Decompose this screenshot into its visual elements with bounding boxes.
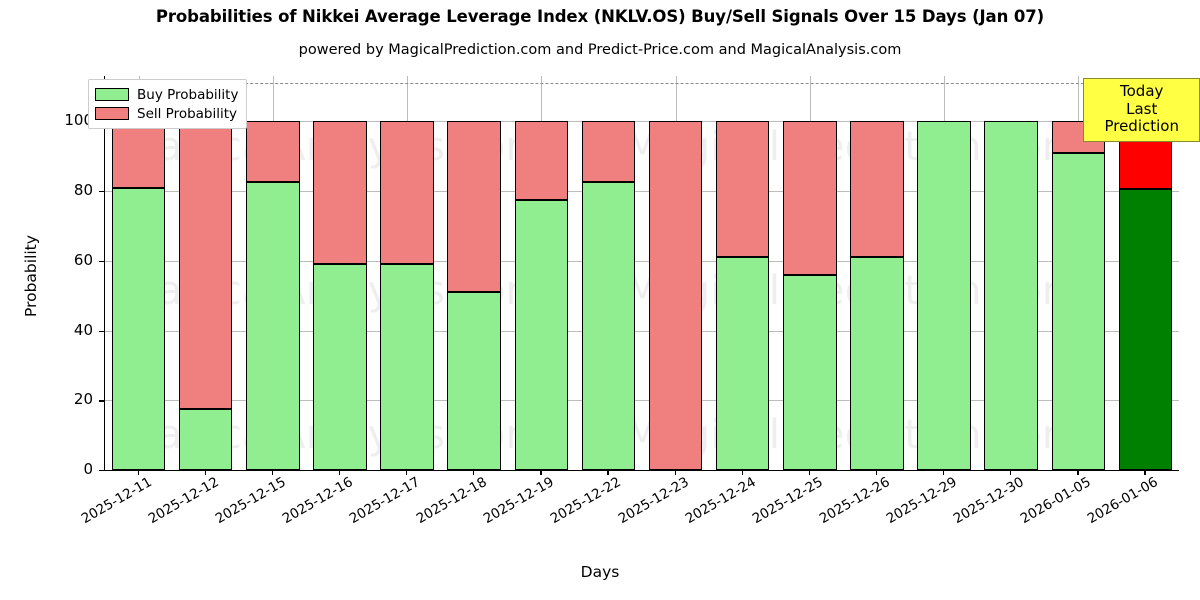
- bar-group: [648, 76, 703, 470]
- bar-segment-buy: [514, 199, 569, 470]
- bar-segment-sell: [447, 121, 501, 293]
- bar-segment-buy: [111, 187, 166, 470]
- gridline-horizontal: [105, 260, 1179, 262]
- legend-label-sell: Sell Probability: [137, 105, 238, 122]
- today-annotation: Today Last Prediction: [1083, 78, 1200, 143]
- x-axis-label: Days: [580, 563, 620, 581]
- legend-item-sell: Sell Probability: [95, 104, 238, 123]
- bar-segment-buy: [1051, 152, 1106, 470]
- threshold-dashed-line: [105, 83, 1179, 84]
- x-axis-tick-mark: [540, 470, 542, 475]
- y-axis-tick-label: 0: [83, 460, 93, 478]
- y-axis-tick-mark: [99, 191, 104, 193]
- bar-group: [178, 76, 233, 470]
- chart-title: Probabilities of Nikkei Average Leverage…: [155, 7, 1045, 26]
- bar-segment-buy: [380, 264, 434, 470]
- x-axis-tick-mark: [338, 470, 341, 475]
- plot-area: MagicalAnalysis.comMagicalPrediction.com…: [104, 76, 1179, 471]
- bar-group: [380, 76, 434, 470]
- x-axis-tick-mark: [137, 470, 139, 475]
- today-label-line1: Today: [1120, 82, 1164, 100]
- gridline-horizontal: [105, 191, 1179, 193]
- bar-segment-buy: [246, 182, 300, 470]
- x-axis-tick-mark: [808, 470, 811, 475]
- bar-segment-buy: [1118, 189, 1173, 470]
- gridline-horizontal: [105, 400, 1179, 402]
- y-axis-tick-label: 80: [73, 181, 93, 200]
- legend-swatch-sell: [95, 107, 129, 120]
- x-axis-tick-mark: [473, 470, 475, 475]
- y-axis-label: Probability: [22, 235, 40, 317]
- bar-segment-sell: [514, 121, 569, 200]
- x-axis-tick-mark: [741, 470, 743, 475]
- y-axis-tick-mark: [99, 400, 104, 402]
- bar-group: [313, 76, 367, 470]
- bar-group: [111, 76, 166, 470]
- x-axis-tick-mark: [204, 470, 206, 475]
- bar-segment-sell: [246, 121, 300, 183]
- y-axis-tick-label: 40: [73, 320, 93, 339]
- bar-segment-sell: [380, 121, 434, 265]
- x-axis-tick-mark: [406, 470, 408, 475]
- x-axis-tick-mark: [271, 470, 274, 475]
- bar-segment-buy: [783, 274, 837, 470]
- bar-segment-buy: [447, 292, 501, 470]
- bar-segment-sell: [648, 121, 703, 470]
- bar-segment-sell: [178, 121, 233, 409]
- bar-segment-buy: [850, 257, 904, 470]
- y-axis-tick-label: 20: [73, 390, 93, 409]
- x-axis-tick-mark: [607, 470, 609, 475]
- chart-legend: Buy Probability Sell Probability: [88, 79, 248, 129]
- gridline-horizontal: [105, 121, 1179, 123]
- bar-group: [984, 76, 1038, 470]
- plot-inner: MagicalAnalysis.comMagicalPrediction.com…: [105, 76, 1179, 470]
- bar-segment-sell: [850, 121, 904, 258]
- y-axis-tick-label: 60: [73, 250, 93, 269]
- legend-label-buy: Buy Probability: [137, 86, 239, 103]
- x-axis-tick-mark: [1010, 470, 1012, 475]
- legend-swatch-buy: [95, 88, 129, 101]
- y-axis-tick-mark: [99, 260, 104, 263]
- bar-group: [1051, 76, 1106, 470]
- bar-segment-buy: [313, 264, 367, 470]
- y-axis-tick-mark: [99, 470, 104, 472]
- x-axis-tick-mark: [1144, 470, 1146, 475]
- y-axis-tick-label: 100: [64, 111, 93, 130]
- x-axis-tick-mark: [875, 470, 878, 475]
- x-axis-tick-mark: [1077, 470, 1079, 475]
- bar-group: [246, 76, 300, 470]
- bar-segment-buy: [984, 121, 1038, 470]
- x-axis-tick-mark: [674, 470, 676, 475]
- bar-segment-sell: [783, 121, 837, 275]
- bar-segment-buy: [178, 409, 233, 470]
- chart-subtitle: powered by MagicalPrediction.com and Pre…: [298, 42, 902, 58]
- legend-item-buy: Buy Probability: [95, 85, 238, 104]
- bar-group: [514, 76, 569, 470]
- bar-group: [850, 76, 904, 470]
- bar-segment-buy: [715, 257, 770, 470]
- bar-segment-buy: [917, 121, 971, 470]
- bar-group: [715, 76, 770, 470]
- bar-group: [917, 76, 971, 470]
- bar-segment-sell: [313, 121, 367, 265]
- bar-group: [581, 76, 636, 470]
- bar-group: [447, 76, 501, 470]
- y-axis-tick-mark: [99, 330, 104, 332]
- bar-segment-sell: [715, 121, 770, 258]
- bar-segment-sell: [581, 121, 636, 183]
- gridline-horizontal: [105, 330, 1179, 332]
- today-label-line2: Last Prediction: [1104, 99, 1179, 136]
- bar-segment-buy: [581, 182, 636, 470]
- x-axis-tick-mark: [943, 470, 945, 475]
- bar-segment-sell: [111, 121, 166, 188]
- bar-group: [783, 76, 837, 470]
